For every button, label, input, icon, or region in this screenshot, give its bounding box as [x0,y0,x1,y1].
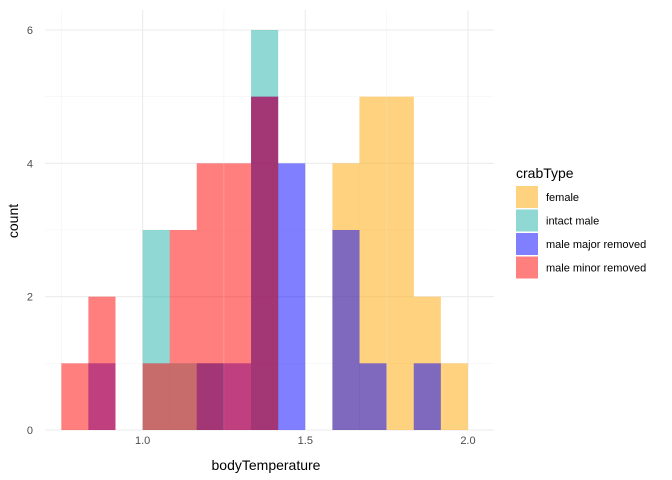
bar-female [386,96,414,431]
ticks-layer: 1.0 1.5 2.0 0 2 4 6 [27,25,476,447]
y-tick-label: 2 [27,292,33,304]
legend-label-intact-male: intact male [546,216,599,228]
legend-title: crabType [516,165,574,181]
x-axis-title: bodyTemperature [212,457,321,473]
bar-male-minor-removed [142,363,170,430]
legend-key-male-minor-removed [516,256,538,279]
bar-female [440,363,468,430]
x-tick-label: 1.0 [135,435,150,447]
bar-male-major-removed [413,363,441,430]
bar-male-major-removed [359,363,387,430]
bar-male-minor-removed [224,163,252,431]
y-tick-label: 6 [27,25,33,37]
bar-male-minor-removed [61,363,89,430]
y-tick-label: 0 [27,425,33,437]
legend-label-female: female [546,192,579,204]
bar-male-minor-removed [196,163,224,431]
x-tick-label: 2.0 [460,435,475,447]
legend-items: female intact male male major removed male … [516,186,646,279]
y-tick-label: 4 [27,158,33,170]
bar-male-minor-removed [251,96,279,431]
x-tick-label: 1.5 [298,435,313,447]
bar-male-minor-removed [169,230,197,430]
legend-key-male-major-removed [516,233,538,255]
bar-male-major-removed [278,163,306,431]
y-axis-title: count [5,204,21,238]
legend-key-intact-male [516,209,538,232]
legend-label-male-minor-removed: male minor removed [546,263,646,275]
legend-key-female [516,186,538,208]
bar-male-major-removed [332,230,360,430]
bars-layer [61,30,468,431]
bar-male-minor-removed [88,296,116,430]
legend-label-male-major-removed: male major removed [546,239,646,251]
legend: crabType female intact male male major rem… [516,165,646,279]
